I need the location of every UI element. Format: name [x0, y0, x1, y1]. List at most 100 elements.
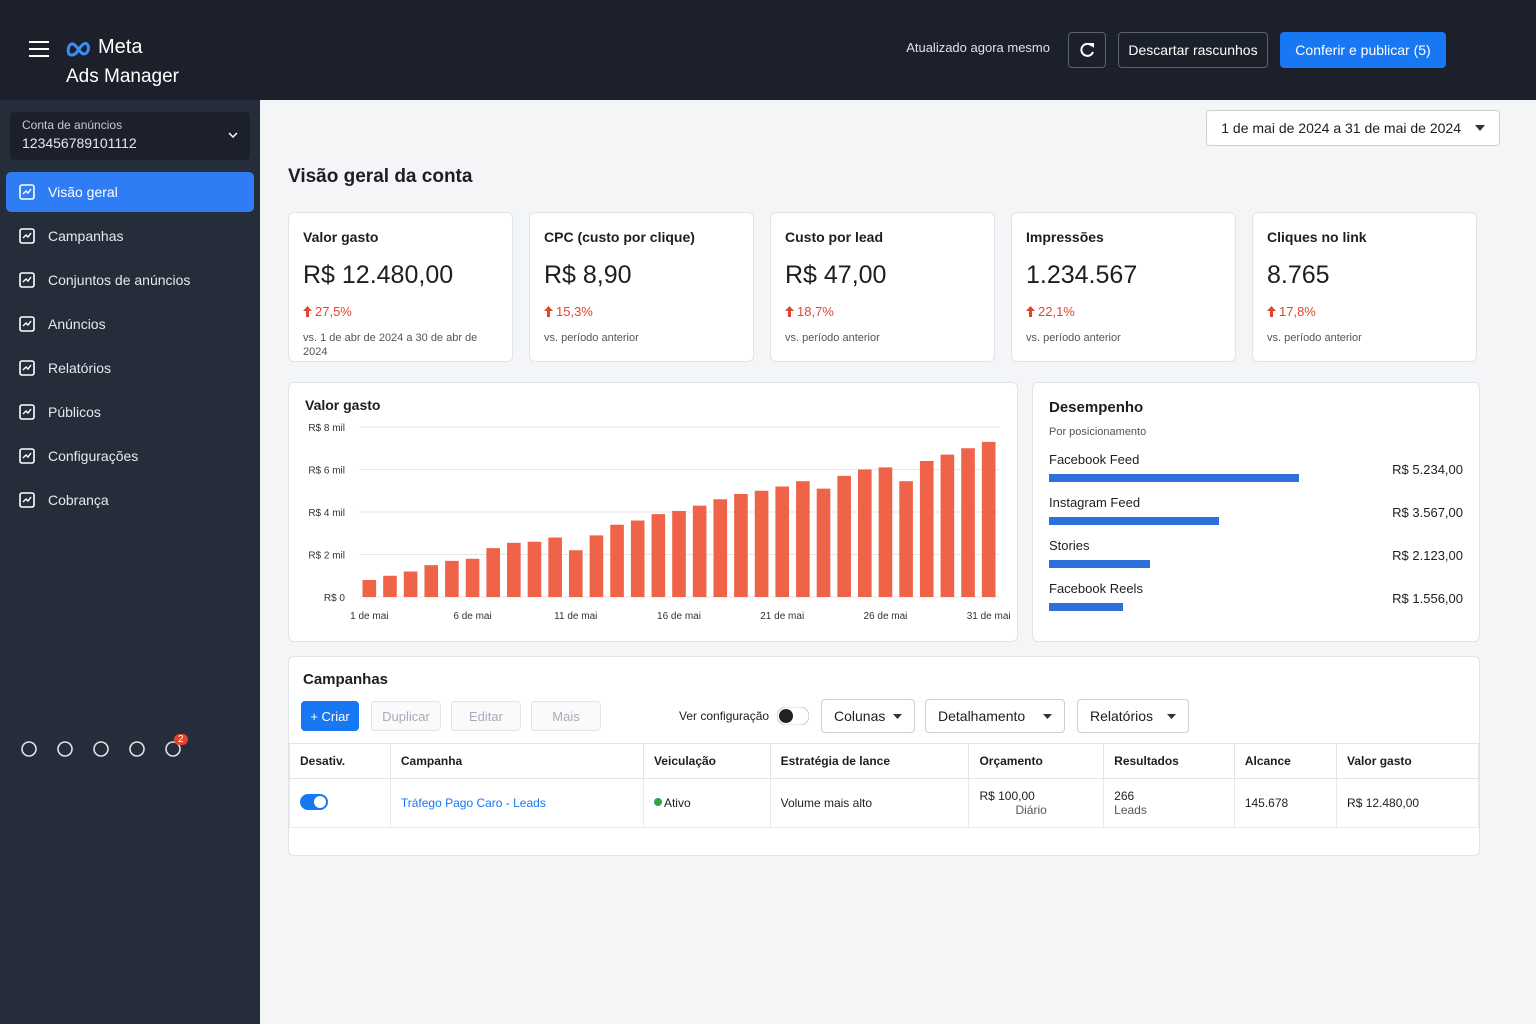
bar — [919, 461, 934, 597]
footer-icon[interactable]: 2 — [164, 734, 188, 763]
view-config-toggle[interactable] — [777, 707, 809, 725]
kpi-value: R$ 47,00 — [785, 261, 887, 289]
kpi-card: Cliques no link 8.765 17,8% vs. período ant… — [1252, 212, 1477, 362]
x-tick-label: 16 de mai — [657, 611, 701, 622]
kpi-value: R$ 12.480,00 — [303, 261, 454, 289]
footer-icon[interactable] — [20, 740, 38, 763]
view-config-label: Ver configuração — [679, 709, 770, 723]
toolbar-button[interactable]: Editar — [451, 701, 521, 731]
performance-list: Facebook Feed R$ 5.234,00 Instagram Feed R$… — [1049, 452, 1463, 624]
nav-item[interactable]: Conjuntos de anúncios — [6, 260, 254, 300]
toolbar-button[interactable]: Mais — [531, 701, 601, 731]
placement-value: R$ 2.123,00 — [1392, 548, 1463, 563]
dropdown[interactable]: Detalhamento — [925, 699, 1065, 733]
arrow-shape — [303, 306, 312, 317]
nav-item[interactable]: Públicos — [6, 392, 254, 432]
chart-title: Valor gasto — [305, 397, 381, 413]
icon-shape — [19, 492, 35, 508]
bar — [961, 448, 975, 597]
account-selector[interactable]: Conta de anúncios 123456789101112 — [10, 112, 250, 160]
bar — [775, 486, 790, 597]
sidebar: Conta de anúncios 123456789101112 Visão … — [0, 100, 260, 1024]
y-tick-label: R$ 4 mil — [308, 508, 345, 519]
bar — [527, 541, 542, 597]
nav-label: Conjuntos de anúncios — [48, 272, 191, 288]
results-type: Leads — [1114, 803, 1147, 817]
nav-label: Configurações — [48, 448, 139, 464]
refresh-button[interactable] — [1068, 32, 1106, 68]
menu-icon[interactable] — [28, 40, 50, 58]
icon — [57, 741, 73, 757]
product-name: Ads Manager — [66, 66, 180, 87]
publish-button[interactable]: Conferir e publicar (5) — [1280, 32, 1446, 68]
icon — [19, 404, 35, 420]
nav-item[interactable]: Campanhas — [6, 216, 254, 256]
arrow-shape — [1267, 306, 1276, 317]
footer-icon[interactable] — [92, 740, 110, 763]
nav-item[interactable]: Cobrança — [6, 480, 254, 520]
dropdown[interactable]: Relatórios — [1077, 699, 1189, 733]
bar — [548, 537, 562, 597]
column-header: Campanha — [389, 743, 644, 779]
campaign-toggle[interactable] — [300, 793, 328, 810]
status: Atualizado agora mesmo — [906, 40, 1050, 55]
bar-chart: R$ 0 R$ 2 mil R$ 4 mil R$ 6 mil R$ 8 mil 1 de… — [308, 423, 1010, 622]
kpi-title: CPC (custo por clique) — [544, 229, 695, 245]
y-tick-label: R$ 8 mil — [308, 423, 345, 434]
footer-icon[interactable] — [128, 740, 146, 763]
dropdown[interactable]: Colunas — [821, 699, 915, 733]
nav-item[interactable]: Visão geral — [6, 172, 254, 212]
account-id: 123456789101112 — [22, 135, 137, 151]
kpi-change: 18,7% — [785, 304, 980, 319]
column-header: Desativ. — [289, 743, 391, 779]
y-tick-label: R$ 6 mil — [308, 466, 345, 477]
column-header: Orçamento — [968, 743, 1105, 779]
kpi-change: 27,5% — [303, 304, 498, 319]
placement-value: R$ 5.234,00 — [1392, 462, 1463, 477]
performance-title: Desempenho — [1049, 399, 1144, 416]
dot — [653, 798, 662, 806]
nav-list: Visão geral Campanhas Conjuntos de anúncio… — [0, 172, 260, 520]
nav-item[interactable]: Relatórios — [6, 348, 254, 388]
nav-item[interactable]: Configurações — [6, 436, 254, 476]
icon — [19, 492, 35, 508]
placement-row: Facebook Reels R$ 1.556,00 — [1049, 581, 1463, 624]
create-button[interactable]: + Criar — [301, 701, 359, 731]
column-header: Valor gasto — [1336, 743, 1479, 779]
campaign-row: Tráfego Pago Caro - Leads Ativo Volume mai… — [289, 778, 1479, 828]
caret — [893, 713, 902, 719]
reach: 145.678 — [1233, 778, 1338, 828]
footer-icon[interactable] — [56, 740, 74, 763]
bar — [465, 558, 480, 597]
bar — [445, 560, 459, 597]
date-range-picker[interactable]: 1 de mai de 2024 a 31 de mai de 2024 — [1206, 110, 1500, 146]
bar — [403, 571, 418, 597]
toggle-cell — [289, 778, 391, 828]
chevron — [228, 132, 238, 139]
toolbar-button[interactable]: Duplicar — [371, 701, 441, 731]
brand: Meta — [98, 36, 143, 58]
budget-cell: R$ 100,00 Diário — [968, 778, 1105, 828]
icon-shape — [22, 320, 32, 327]
icon — [129, 741, 145, 757]
campaign-name[interactable]: Tráfego Pago Caro - Leads — [389, 778, 644, 828]
bar — [486, 548, 501, 597]
y-tick-label: R$ 2 mil — [308, 551, 345, 562]
kpi-card: Custo por lead R$ 47,00 18,7% vs. período a… — [770, 212, 995, 362]
placement-name: Facebook Reels — [1049, 581, 1143, 596]
placement-bar — [1049, 517, 1220, 525]
icon — [19, 272, 35, 288]
kpi-change: 15,3% — [544, 304, 739, 319]
x-tick-label: 6 de mai — [453, 611, 491, 622]
nav-label: Campanhas — [48, 228, 124, 244]
delivery: Ativo — [663, 796, 691, 810]
discard-button[interactable]: Descartar rascunhos — [1118, 32, 1268, 68]
dropdown-label: Relatórios — [1090, 708, 1154, 724]
icon-shape — [22, 276, 32, 283]
kpi-title: Valor gasto — [303, 229, 379, 245]
nav-label: Visão geral — [48, 184, 118, 200]
icon-shape — [19, 448, 35, 464]
placement-name: Instagram Feed — [1049, 495, 1141, 510]
icon-shape — [19, 228, 35, 244]
nav-item[interactable]: Anúncios — [6, 304, 254, 344]
